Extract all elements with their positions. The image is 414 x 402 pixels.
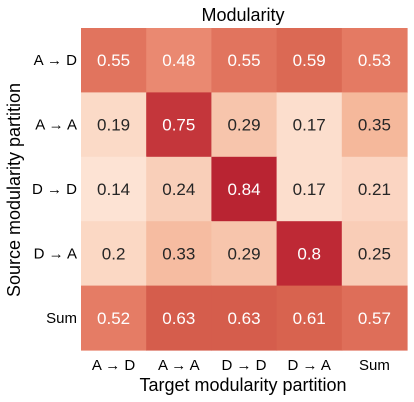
x-tick-labels: A → D A → A D → D D → A Sum <box>92 357 390 374</box>
heatmap-cell <box>276 285 343 351</box>
cell-value-label: 0.2 <box>102 244 126 263</box>
heatmap-cell <box>81 156 147 222</box>
cell-value-label: 0.84 <box>227 180 260 199</box>
heatmap-cell <box>146 285 212 351</box>
cell-value-label: 0.59 <box>293 51 326 70</box>
heatmap-cell <box>81 92 147 158</box>
x-tick-label: D → A <box>288 357 331 374</box>
heatmap-cell <box>146 156 212 222</box>
cell-value-label: 0.17 <box>293 180 326 199</box>
heatmap-cells: 0.55 0.48 0.55 0.59 0.53 0.19 0.75 0.29 0.17 0.35… <box>81 28 408 351</box>
heatmap-cell <box>276 221 343 287</box>
x-tick-label: D → D <box>222 357 267 374</box>
cell-value-label: 0.55 <box>97 51 130 70</box>
x-tick-label: Sum <box>359 357 390 374</box>
cell-value-label: 0.8 <box>297 244 321 263</box>
cell-value-label: 0.75 <box>162 116 195 135</box>
cell-value-label: 0.19 <box>97 116 130 135</box>
cell-value-label: 0.24 <box>162 180 195 199</box>
x-axis-label: Target modularity partition <box>139 375 346 395</box>
heatmap-cell <box>211 221 278 287</box>
heatmap-cell <box>81 221 147 287</box>
x-tick-label: A → D <box>92 357 136 374</box>
heatmap-cell <box>146 221 212 287</box>
cell-value-label: 0.25 <box>358 244 391 263</box>
heatmap-cell <box>81 28 147 93</box>
cell-value-label: 0.14 <box>97 180 130 199</box>
cell-value-label: 0.63 <box>162 309 195 328</box>
heatmap-cell <box>276 92 343 158</box>
cell-value-label: 0.29 <box>227 244 260 263</box>
y-axis-label: Source modularity partition <box>4 83 24 297</box>
cell-value-label: 0.55 <box>227 51 260 70</box>
y-tick-label: Sum <box>46 310 77 327</box>
heatmap-cell <box>276 156 343 222</box>
heatmap-cell <box>341 285 408 351</box>
x-tick-label: A → A <box>158 357 200 374</box>
heatmap-cell <box>211 156 278 222</box>
y-tick-label: D → D <box>32 181 77 198</box>
cell-value-label: 0.48 <box>162 51 195 70</box>
cell-value-label: 0.52 <box>97 309 130 328</box>
heatmap-cell <box>276 28 343 93</box>
cell-value-label: 0.57 <box>358 309 391 328</box>
y-tick-label: A → A <box>35 117 77 134</box>
y-tick-label: D → A <box>34 245 77 262</box>
heatmap-cell <box>211 92 278 158</box>
heatmap-cell <box>211 285 278 351</box>
heatmap-cell <box>146 92 212 158</box>
cell-value-label: 0.63 <box>227 309 260 328</box>
heatmap-cell <box>341 28 408 93</box>
heatmap-cell <box>81 285 147 351</box>
cell-value-label: 0.61 <box>293 309 326 328</box>
heatmap-cell <box>211 28 278 93</box>
cell-value-label: 0.53 <box>358 51 391 70</box>
cell-value-label: 0.33 <box>162 244 195 263</box>
cell-value-label: 0.35 <box>358 116 391 135</box>
heatmap-cell <box>146 28 212 93</box>
y-tick-labels: A → D A → A D → D D → A Sum <box>32 52 77 327</box>
cell-value-label: 0.17 <box>293 116 326 135</box>
y-tick-label: A → D <box>34 52 78 69</box>
chart-title: Modularity <box>201 5 284 25</box>
heatmap-cell <box>341 156 408 222</box>
heatmap-cell <box>341 92 408 158</box>
cell-value-label: 0.21 <box>358 180 391 199</box>
cell-value-label: 0.29 <box>227 116 260 135</box>
heatmap-cell <box>341 221 408 287</box>
